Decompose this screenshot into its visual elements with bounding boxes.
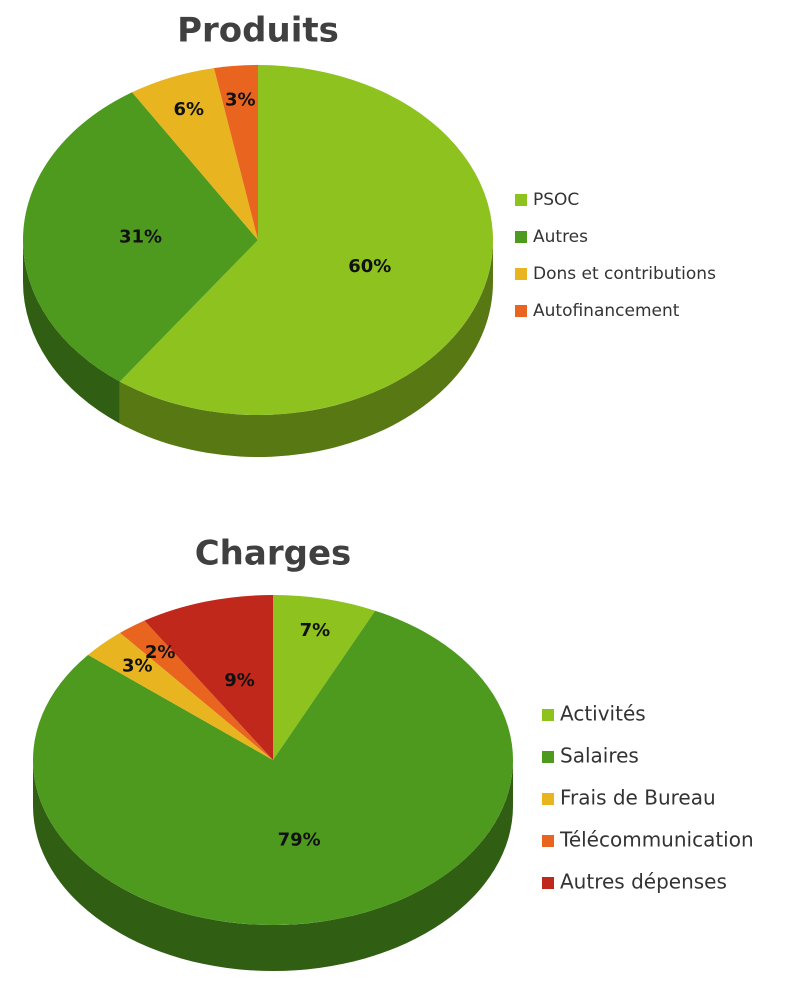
data-label: 7% — [300, 620, 331, 641]
legend-label: PSOC — [533, 190, 579, 210]
legend-label: Télécommunication — [559, 828, 754, 852]
data-label: 3% — [122, 656, 153, 677]
slice — [88, 632, 274, 760]
data-label: 79% — [278, 830, 321, 851]
legend-label: Autofinancement — [533, 301, 680, 321]
chart-title: Produits — [177, 11, 339, 51]
legend-swatch — [515, 268, 527, 280]
legend-label: Autres — [533, 227, 588, 247]
slice — [120, 620, 273, 760]
data-label: 6% — [174, 99, 205, 120]
slice — [32, 610, 513, 925]
slice — [144, 595, 273, 760]
slice — [22, 92, 259, 382]
slice — [213, 65, 258, 240]
slice — [119, 65, 494, 416]
legend-swatch — [542, 709, 554, 721]
legend-label: Dons et contributions — [533, 264, 716, 284]
slice-side — [33, 760, 513, 971]
legend-label: Salaires — [560, 744, 639, 768]
legend-swatch — [542, 793, 554, 805]
data-label: 2% — [145, 642, 176, 663]
legend-label: Autres dépenses — [560, 870, 727, 894]
legend-label: Activités — [560, 702, 646, 726]
slice — [273, 595, 376, 760]
legend-swatch — [542, 751, 554, 763]
slice-side — [119, 240, 493, 457]
chart-title: Charges — [195, 534, 352, 574]
data-label: 60% — [348, 256, 391, 277]
data-label: 3% — [225, 90, 256, 111]
legend-swatch — [515, 231, 527, 243]
data-label: 9% — [224, 670, 255, 691]
data-label: 31% — [119, 226, 162, 247]
legend-swatch — [515, 194, 527, 206]
legend-swatch — [542, 835, 554, 847]
slice — [132, 68, 258, 240]
legend-label: Frais de Bureau — [560, 786, 716, 810]
slice-side — [23, 240, 120, 424]
legend-swatch — [515, 305, 527, 317]
legend-swatch — [542, 877, 554, 889]
